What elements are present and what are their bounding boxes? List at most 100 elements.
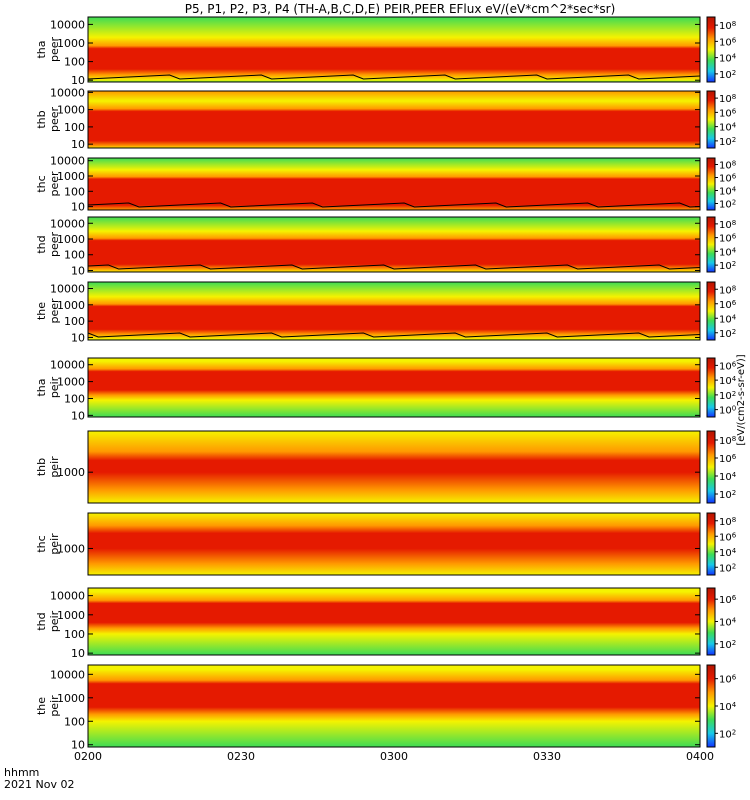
colorbar bbox=[706, 357, 716, 418]
panel-probe-label: thd bbox=[35, 235, 48, 253]
x-tick-label: 0200 bbox=[74, 750, 102, 763]
colorbar-tick-label: 100 bbox=[719, 405, 736, 417]
colorbar-tick-label: 106 bbox=[719, 594, 737, 606]
y-tick-label: 1000 bbox=[57, 542, 85, 555]
panel-probe-label: the bbox=[35, 697, 48, 715]
colorbar-tick-label: 102 bbox=[719, 260, 736, 272]
panel-product-label: peir bbox=[48, 610, 61, 632]
y-tick-label: 1000 bbox=[57, 692, 85, 705]
y-tick-label: 1000 bbox=[57, 609, 85, 622]
y-tick-label: 100 bbox=[64, 715, 85, 728]
spacecraft-potential-trace bbox=[87, 74, 701, 80]
colorbar-tick-label: 106 bbox=[719, 674, 737, 686]
colorbar-tick-label: 108 bbox=[719, 284, 736, 296]
colorbar-tick-label: 104 bbox=[719, 53, 737, 65]
colorbar bbox=[706, 281, 716, 341]
y-tick-label: 10 bbox=[71, 138, 85, 151]
colorbar-tick-label: 106 bbox=[719, 233, 737, 245]
panel-product-label: peir bbox=[48, 695, 61, 717]
y-tick-label: 1000 bbox=[57, 299, 85, 312]
x-tick-label: 0330 bbox=[533, 750, 561, 763]
panel-probe-label: tha bbox=[35, 378, 48, 396]
colorbar-tick-label: 102 bbox=[719, 328, 736, 340]
y-tick-label: 10000 bbox=[50, 359, 85, 372]
y-tick-label: 10000 bbox=[50, 86, 85, 99]
colorbar-tick-label: 102 bbox=[719, 69, 736, 81]
panel-thb-peir: 1000 thb peir 108 106 104 102 bbox=[35, 430, 737, 504]
spectrogram-image bbox=[88, 431, 700, 503]
colorbar-tick-label: 104 bbox=[719, 246, 737, 258]
colorbar-tick-label: 108 bbox=[719, 516, 736, 528]
colorbar-tick-label: 104 bbox=[719, 122, 737, 134]
colorbar bbox=[706, 430, 716, 504]
y-tick-label: 10 bbox=[71, 201, 85, 214]
colorbar-tick-label: 104 bbox=[719, 701, 737, 713]
panel-probe-label: thb bbox=[35, 458, 48, 476]
y-tick-label: 100 bbox=[64, 628, 85, 641]
colorbar-units-label: [eV/(cm2-s-sr-eV)] bbox=[736, 354, 747, 445]
spectrogram-image bbox=[88, 282, 700, 340]
y-tick-label: 100 bbox=[64, 392, 85, 405]
spectrogram-image bbox=[88, 91, 700, 148]
y-tick-label: 10 bbox=[71, 264, 85, 277]
panel-product-label: peir bbox=[48, 533, 61, 555]
colorbar-tick-label: 102 bbox=[719, 639, 736, 651]
colorbar bbox=[706, 587, 716, 656]
panel-product-label: peer bbox=[48, 232, 61, 258]
y-tick-label: 10000 bbox=[50, 217, 85, 230]
y-tick-label: 10000 bbox=[50, 155, 85, 168]
colorbar-tick-label: 104 bbox=[719, 375, 737, 387]
panel-product-label: peir bbox=[48, 456, 61, 478]
colorbar-tick-label: 102 bbox=[719, 562, 736, 574]
colorbar-tick-label: 108 bbox=[719, 20, 736, 32]
y-tick-label: 1000 bbox=[57, 376, 85, 389]
spectrogram-image bbox=[88, 217, 700, 272]
y-tick-label: 1000 bbox=[57, 233, 85, 246]
y-tick-label: 10000 bbox=[50, 282, 85, 295]
panel-product-label: peer bbox=[48, 107, 61, 133]
colorbar bbox=[706, 90, 716, 149]
colorbar-tick-label: 106 bbox=[719, 107, 737, 119]
colorbar-tick-label: 104 bbox=[719, 547, 737, 559]
panel-product-label: peer bbox=[48, 298, 61, 324]
y-tick-label: 100 bbox=[64, 315, 85, 328]
x-tick-label: 0400 bbox=[686, 750, 714, 763]
colorbar-tick-label: 106 bbox=[719, 453, 737, 465]
corner-date-label: 2021 Nov 02 bbox=[4, 778, 75, 791]
colorbar-tick-label: 104 bbox=[719, 617, 737, 629]
spectrogram-image bbox=[88, 158, 700, 210]
y-tick-label: 1000 bbox=[57, 104, 85, 117]
colorbar-tick-label: 108 bbox=[719, 219, 736, 231]
y-tick-label: 10 bbox=[71, 647, 85, 660]
spectrogram-image bbox=[88, 665, 700, 747]
spectrogram-image bbox=[88, 513, 700, 575]
y-tick-label: 1000 bbox=[57, 170, 85, 183]
x-tick-label: 0230 bbox=[227, 750, 255, 763]
colorbar-tick-label: 102 bbox=[719, 489, 736, 501]
y-tick-label: 10 bbox=[71, 74, 85, 87]
colorbar bbox=[706, 157, 716, 211]
colorbar-tick-label: 102 bbox=[719, 390, 736, 402]
panel-probe-label: thc bbox=[35, 175, 48, 192]
spectrogram-image bbox=[88, 358, 700, 417]
y-tick-label: 10000 bbox=[50, 668, 85, 681]
panel-probe-label: thc bbox=[35, 535, 48, 552]
colorbar-tick-label: 106 bbox=[719, 36, 737, 48]
colorbar-tick-label: 102 bbox=[719, 199, 736, 211]
colorbar-tick-label: 108 bbox=[719, 160, 736, 172]
spacecraft-potential-trace bbox=[87, 264, 701, 270]
colorbar-tick-label: 104 bbox=[719, 186, 737, 198]
colorbar bbox=[706, 512, 716, 576]
y-tick-label: 1000 bbox=[57, 37, 85, 50]
panel-thc-peir: 1000 thc peir 108 106 104 102 bbox=[35, 512, 737, 576]
spacecraft-potential-trace bbox=[87, 202, 701, 208]
panel-probe-label: tha bbox=[35, 40, 48, 58]
y-tick-label: 10 bbox=[71, 739, 85, 752]
colorbar-tick-label: 106 bbox=[719, 299, 737, 311]
colorbar-tick-label: 108 bbox=[719, 93, 736, 105]
